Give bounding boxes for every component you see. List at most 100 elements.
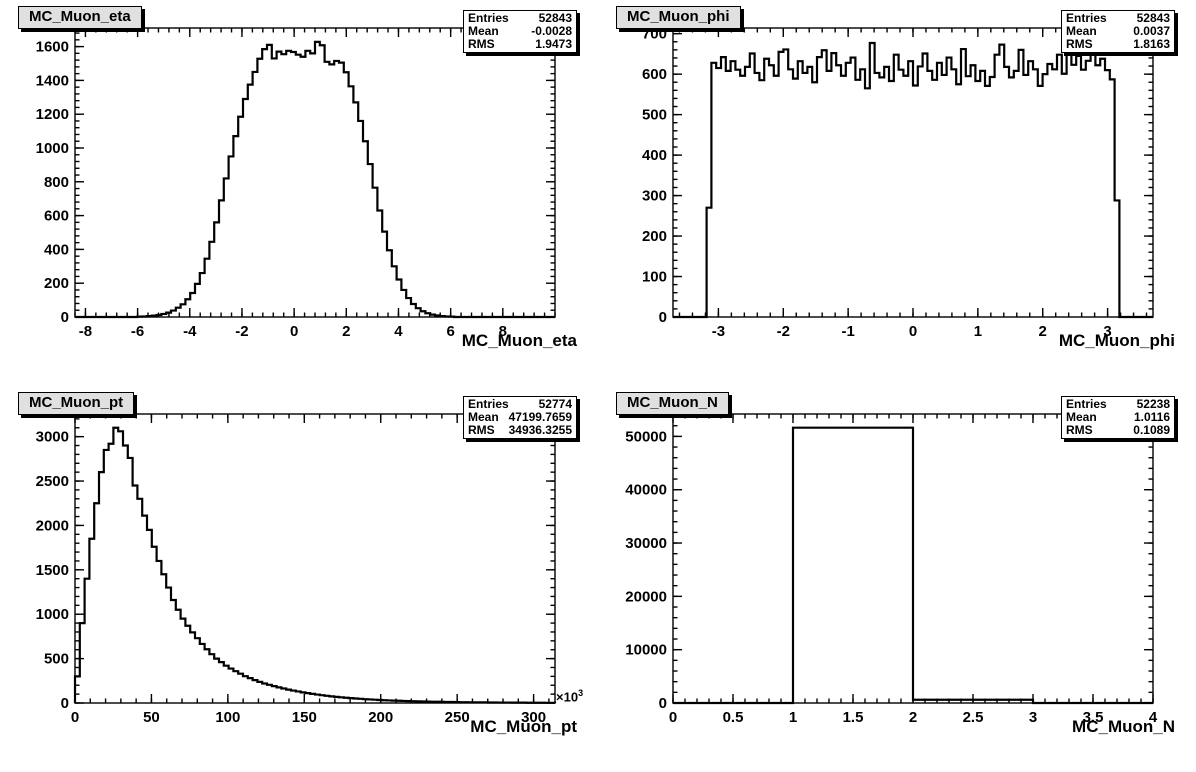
histogram-title: MC_Muon_N (627, 394, 718, 411)
x-tick-label: 1 (974, 323, 982, 340)
histogram-title: MC_Muon_phi (627, 8, 730, 25)
stats-row-mean: Mean 0.0037 (1066, 25, 1170, 38)
stats-row-rms: RMS 1.8163 (1066, 38, 1170, 51)
x-tick-label: 100 (215, 709, 240, 726)
y-tick-label: 2000 (36, 517, 69, 534)
pad-mc-muon-eta: -8 -6 -4 -2 0 2 4 6 8 0 200 400 600 800 1000 1200 1400 16… (0, 0, 598, 386)
chart-mc-muon-eta: -8 -6 -4 -2 0 2 4 6 8 0 200 400 600 800 1000 1200 1400 16… (36, 27, 556, 340)
pad-mc-muon-phi: -3 -2 -1 0 1 2 3 0 100 200 300 400 500 600 700 MC_Muon… (598, 0, 1196, 386)
x-axis-exponent-label: ×103 (556, 688, 583, 704)
stats-box: Entries 52843 Mean -0.0028 RMS 1.9473 (463, 10, 577, 53)
x-tick-label: 6 (446, 323, 454, 340)
pad-mc-muon-n: 0 0.5 1 1.5 2 2.5 3 3.5 4 0 10000 20000 30000 40000 50… (598, 386, 1196, 772)
histogram-line (673, 41, 1153, 319)
histogram-title: MC_Muon_eta (29, 8, 131, 25)
y-tick-label: 300 (642, 188, 667, 205)
stats-label: RMS (468, 37, 495, 51)
stats-value: 1.0116 (1133, 410, 1170, 424)
x-tick-label: -6 (131, 323, 144, 340)
x-tick-label: 0.5 (723, 709, 744, 726)
x-tick-label: 2 (1039, 323, 1047, 340)
stats-label: Mean (468, 24, 499, 38)
x-tick-label: 150 (292, 709, 317, 726)
y-tick-label: 0 (659, 309, 667, 326)
histogram-title-box: MC_Muon_eta (18, 6, 142, 29)
stats-row-entries: Entries 52238 (1066, 398, 1170, 411)
y-tick-label: 1000 (36, 140, 69, 157)
stats-box: Entries 52843 Mean 0.0037 RMS 1.8163 (1061, 10, 1175, 53)
histogram-title-box: MC_Muon_phi (616, 6, 741, 29)
y-tick-label: 500 (44, 651, 69, 668)
x-tick-label: 8 (499, 323, 507, 340)
x-tick-label: 4 (394, 323, 403, 340)
y-tick-label: 1200 (36, 106, 69, 123)
x-tick-label: 200 (368, 709, 393, 726)
stats-box: Entries 52238 Mean 1.0116 RMS 0.1089 (1061, 396, 1175, 439)
stats-value: 0.1089 (1133, 423, 1170, 437)
x-axis-title: MC_Muon_pt (470, 717, 577, 736)
y-tick-label: 200 (642, 228, 667, 245)
y-tick-label: 10000 (625, 642, 667, 659)
stats-value: 34936.3255 (508, 423, 572, 437)
stats-value: 52843 (1136, 11, 1170, 25)
plot-frame (74, 27, 556, 318)
x-tick-label: 3.5 (1083, 709, 1104, 726)
y-tick-label: 1400 (36, 72, 69, 89)
x-tick-label: -2 (777, 323, 790, 340)
stats-value: 47199.7659 (508, 410, 572, 424)
y-tick-label: 1600 (36, 39, 69, 56)
stats-value: 52774 (538, 397, 572, 411)
stats-row-entries: Entries 52774 (468, 398, 572, 411)
y-tick-label: 200 (44, 275, 69, 292)
x-tick-label: 0 (290, 323, 298, 340)
plot-frame (74, 413, 556, 704)
y-tick-label: 3000 (36, 429, 69, 446)
stats-row-rms: RMS 34936.3255 (468, 424, 572, 437)
y-tick-label: 800 (44, 174, 69, 191)
x-tick-label: -8 (79, 323, 92, 340)
histogram-line (673, 426, 1153, 705)
x-tick-label: 50 (143, 709, 160, 726)
stats-label: Mean (1066, 410, 1097, 424)
x-tick-label: 1.5 (843, 709, 864, 726)
stats-label: Entries (1066, 11, 1107, 25)
stats-label: Entries (468, 397, 509, 411)
chart-mc-muon-pt: 0 50 100 150 200 250 3000500100015002000250030… (36, 413, 557, 726)
x-tick-label: 2 (342, 323, 350, 340)
stats-value: 52843 (538, 11, 572, 25)
y-tick-label: 1500 (36, 562, 69, 579)
y-tick-label: 400 (44, 241, 69, 258)
stats-value: 1.9473 (535, 37, 572, 51)
x-tick-label: 0 (909, 323, 917, 340)
stats-value: 52238 (1136, 397, 1170, 411)
stats-row-mean: Mean -0.0028 (468, 25, 572, 38)
x-tick-label: 3 (1029, 709, 1037, 726)
x-tick-label: 4 (1149, 709, 1158, 726)
y-tick-label: 400 (642, 147, 667, 164)
stats-label: Entries (468, 11, 509, 25)
y-tick-label: 0 (61, 309, 69, 326)
y-tick-label: 700 (642, 26, 667, 43)
histogram-title-box: MC_Muon_N (616, 392, 729, 415)
chart-mc-muon-phi: -3 -2 -1 0 1 2 3 0 100 200 300 400 500 600 700 (642, 26, 1154, 340)
y-tick-label: 600 (642, 66, 667, 83)
x-axis-multiplier-exponent: 3 (578, 688, 584, 698)
y-tick-label: 40000 (625, 482, 667, 499)
pad-mc-muon-pt: 0 50 100 150 200 250 300 0 500 1000 1500 2000 2500 30… (0, 386, 598, 772)
stats-value: 1.8163 (1133, 37, 1170, 51)
y-tick-label: 100 (642, 269, 667, 286)
x-tick-label: 300 (521, 709, 546, 726)
histogram-title: MC_Muon_pt (29, 394, 124, 411)
stats-label: RMS (1066, 423, 1093, 437)
stats-label: Mean (468, 410, 499, 424)
x-tick-label: -4 (183, 323, 197, 340)
y-tick-label: 2500 (36, 473, 69, 490)
x-axis-title: MC_Muon_eta (461, 331, 577, 350)
y-tick-label: 1000 (36, 606, 69, 623)
x-tick-label: 0 (669, 709, 677, 726)
stats-label: Entries (1066, 397, 1107, 411)
x-tick-label: 2.5 (963, 709, 984, 726)
x-tick-label: 1 (789, 709, 797, 726)
x-axis-title: MC_Muon_N (1072, 717, 1175, 736)
